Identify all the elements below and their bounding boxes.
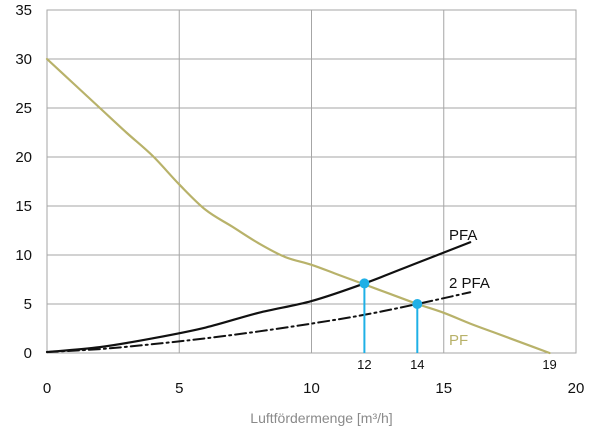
series-label-two-pfa: 2 PFA	[449, 275, 490, 292]
label-layer: PF 2 PFA PFA 12 14 19	[357, 227, 557, 372]
y-axis-ticks: 0 5 10 15 20 25 30 35	[15, 2, 32, 362]
x-tick-label: 15	[435, 380, 452, 397]
x-tick-label: 5	[175, 380, 183, 397]
series-line-pf	[45, 57, 551, 355]
grid	[46, 9, 577, 354]
series-line-pfa	[45, 241, 472, 354]
y-tick-label: 0	[24, 345, 32, 362]
y-tick-label: 20	[15, 149, 32, 166]
series-line-two-pfa	[46, 291, 472, 354]
series-label-pf: PF	[449, 332, 468, 349]
y-tick-label: 10	[15, 247, 32, 264]
x-tick-label: 10	[303, 380, 320, 397]
x-tick-label: 0	[43, 380, 51, 397]
pf-end-tick-label: 19	[542, 357, 556, 372]
series-label-pfa: PFA	[449, 227, 477, 244]
marker-layer	[359, 278, 423, 353]
y-tick-label: 30	[15, 51, 32, 68]
plot-frame	[46, 9, 577, 354]
x-axis-ticks: 0 5 10 15 20	[43, 380, 585, 397]
x-axis-label: Luftfördermenge [m³/h]	[250, 410, 392, 426]
series-layer	[45, 57, 551, 355]
marker-tick-label: 12	[357, 357, 371, 372]
x-tick-label: 20	[568, 380, 585, 397]
y-tick-label: 5	[24, 296, 32, 313]
y-tick-label: 35	[15, 2, 32, 19]
y-tick-label: 25	[15, 100, 32, 117]
y-tick-label: 15	[15, 198, 32, 215]
operating-point-marker	[359, 278, 370, 289]
operating-point-marker	[412, 299, 423, 309]
marker-tick-label: 14	[410, 357, 424, 372]
